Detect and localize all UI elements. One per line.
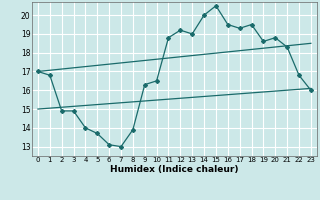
X-axis label: Humidex (Indice chaleur): Humidex (Indice chaleur): [110, 165, 239, 174]
